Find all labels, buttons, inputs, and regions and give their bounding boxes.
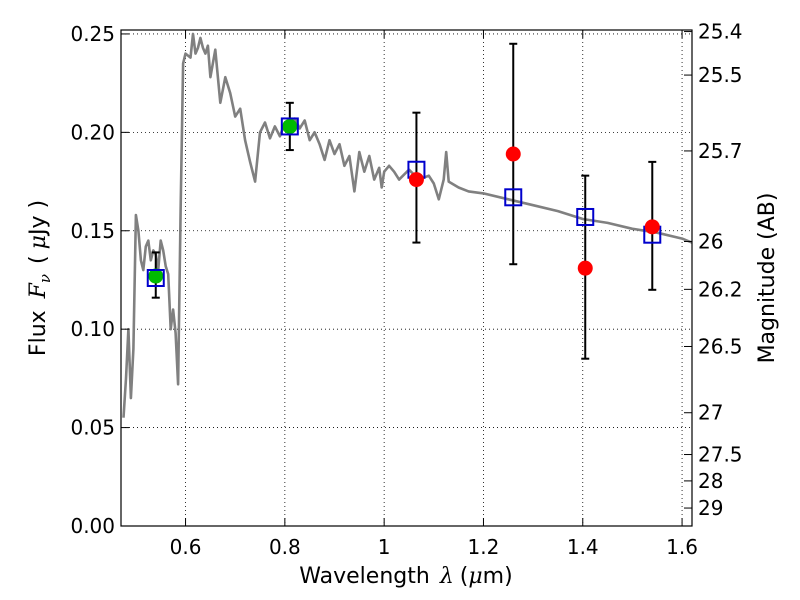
y-tick-label: 0.15 — [70, 219, 115, 243]
x-axis-label-text: Wavelength — [299, 564, 430, 589]
data-point — [644, 219, 660, 235]
x-tick-label: 1.4 — [567, 535, 599, 559]
y-axis-label-subscript: ν — [36, 274, 54, 283]
y-axis-label-unit-mu: μ — [26, 235, 51, 249]
y2-tick-label: 25.4 — [698, 20, 743, 44]
y2-tick-label: 27 — [698, 401, 723, 425]
data-point — [280, 117, 299, 136]
y-axis-label: Flux Fν ( μJy ) — [26, 200, 54, 356]
data-point — [505, 146, 521, 162]
x-tick-label: 1 — [378, 535, 391, 559]
x-axis-label-unit-open: ( — [460, 564, 469, 589]
data-point — [282, 118, 298, 134]
y-axis-label-unit-rest: Jy ) — [26, 200, 51, 237]
model-spectrum-line — [122, 32, 692, 418]
y2-tick-label: 27.5 — [698, 443, 743, 467]
y-axis-label-text: Flux — [26, 310, 51, 356]
data-point — [576, 207, 595, 226]
x-axis-ticks: 0.6 0.8 1 1.2 1.4 1.6 — [170, 30, 698, 559]
marker-layer — [146, 117, 662, 287]
y2-tick-label: 26.2 — [698, 277, 743, 301]
y-tick-label: 0.10 — [70, 317, 115, 341]
y2-tick-label: 26.5 — [698, 334, 743, 358]
y2-tick-label: 25.5 — [698, 63, 743, 87]
x-axis-label-unit-mu: μ — [468, 564, 482, 589]
y2-axis-ticks: 25.4 25.5 25.7 26 26.2 26.5 27 27.528 29 — [684, 20, 743, 520]
y2-axis-label: Magnitude (AB) — [755, 193, 780, 364]
y2-tick-label: 29 — [698, 496, 723, 520]
x-tick-label: 1.6 — [666, 535, 698, 559]
x-tick-label: 1.2 — [468, 535, 500, 559]
y-tick-label: 0.20 — [70, 120, 115, 144]
data-point — [148, 268, 164, 284]
y2-tick-label: 26 — [698, 229, 723, 253]
data-point — [504, 188, 523, 207]
y2-tick-label: 28 — [698, 469, 723, 493]
data-point — [146, 269, 165, 287]
model-spectrum-layer — [122, 32, 692, 418]
y-tick-label: 0.05 — [70, 416, 115, 440]
grid — [121, 30, 692, 526]
y-tick-label: 0.00 — [70, 514, 115, 538]
x-axis-label: Wavelength λ (μm) — [299, 564, 512, 589]
y-tick-label: 0.25 — [70, 22, 115, 46]
plot-frame — [120, 29, 693, 527]
x-tick-label: 0.8 — [269, 535, 301, 559]
x-tick-label: 0.6 — [170, 535, 202, 559]
data-point — [577, 260, 593, 276]
y-axis-label-unit-open: ( — [26, 255, 51, 264]
x-axis-label-unit-rest: m) — [483, 564, 513, 589]
y-axis-ticks: 0.00 0.05 0.10 0.15 0.20 0.25 — [70, 22, 129, 538]
data-point — [408, 172, 424, 188]
y-axis-label-symbol: F — [26, 282, 51, 299]
plot-area — [121, 30, 692, 526]
y2-tick-label: 25.7 — [698, 139, 743, 163]
x-axis-label-symbol: λ — [439, 564, 454, 589]
